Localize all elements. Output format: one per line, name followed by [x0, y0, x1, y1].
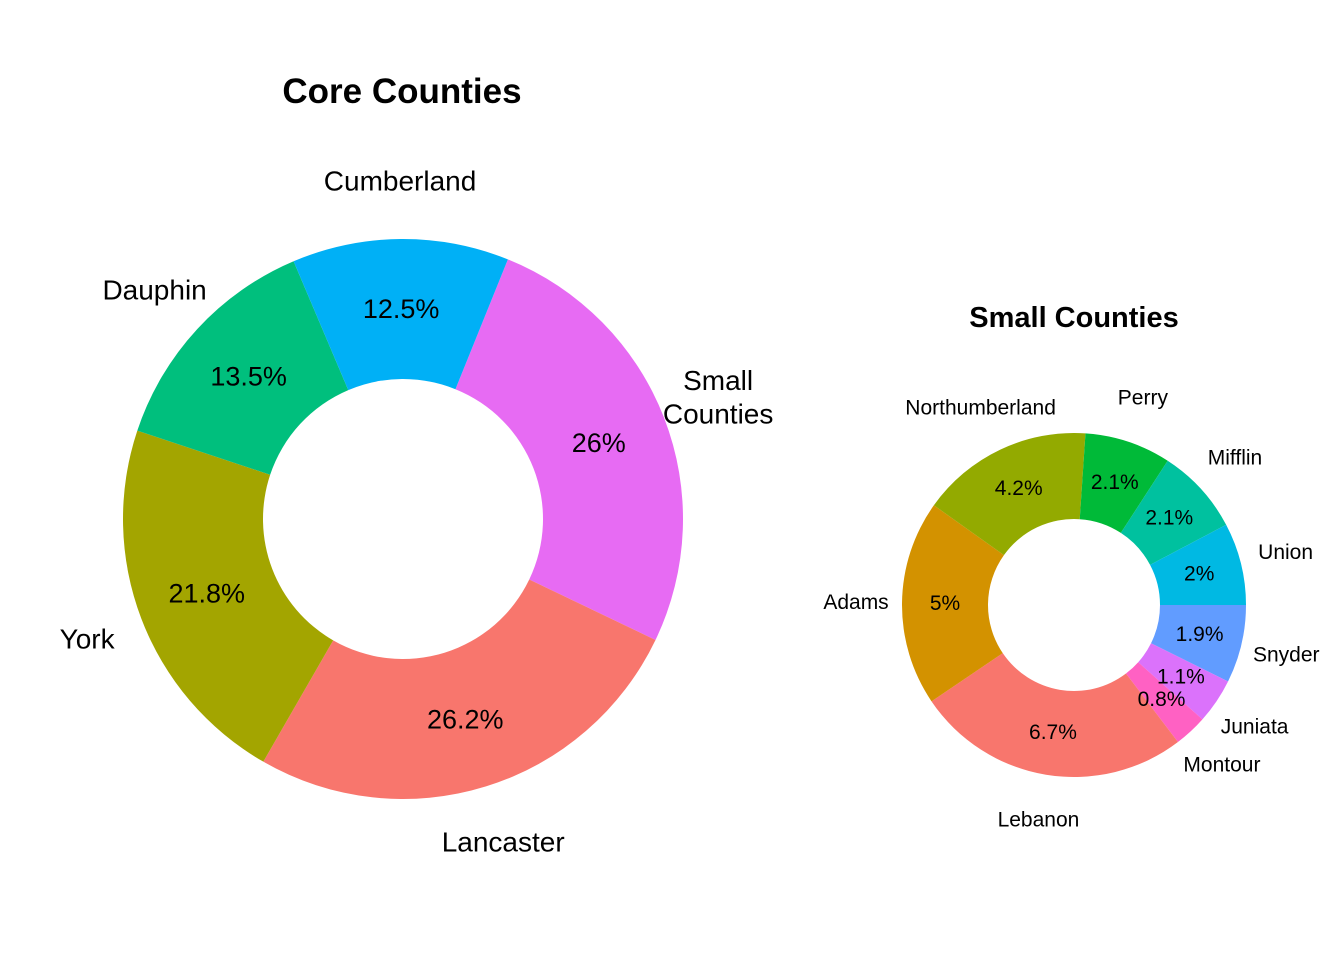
- value-label-small-counties: 26%: [572, 428, 626, 458]
- small-counties-donut-chart: Small Counties 1.9% 1.1%0.8% 6.7% 5% 4.2% 2.1…: [823, 302, 1319, 832]
- value-label-dauphin: 13.5%: [210, 362, 287, 392]
- small-slices: [902, 433, 1246, 778]
- slice-lebanon: [931, 653, 1178, 778]
- slice-cumberland: [293, 238, 508, 391]
- slice-name-mifflin: Mifflin: [1208, 447, 1262, 470]
- slice-northumberland: [933, 433, 1086, 556]
- value-label-montour: 0.8%: [1138, 688, 1186, 711]
- slice-name-perry: Perry: [1118, 387, 1169, 410]
- slice-name-adams: Adams: [823, 591, 888, 614]
- slice-name-small-counties: Small Counties: [663, 365, 774, 430]
- small-value-labels: 1.9% 1.1%0.8% 6.7% 5% 4.2% 2.1% 2.1% 2%: [930, 471, 1224, 744]
- core-value-labels: 26% 26.2% 21.8% 13.5% 12.5%: [168, 294, 625, 735]
- small-slice-names: Snyder Juniata Montour Lebanon Adams Northumb…: [823, 387, 1319, 832]
- slice-montour: [1125, 662, 1203, 743]
- value-label-york: 21.8%: [168, 579, 245, 609]
- slice-name-dauphin: Dauphin: [102, 274, 206, 305]
- value-label-juniata: 1.1%: [1157, 666, 1205, 689]
- slice-mifflin: [1120, 460, 1227, 565]
- slice-name-juniata: Juniata: [1221, 716, 1289, 739]
- value-label-cumberland: 12.5%: [363, 294, 440, 324]
- small-counties-title: Small Counties: [969, 302, 1179, 334]
- slice-snyder: [1151, 605, 1246, 682]
- slice-name-union: Union: [1258, 541, 1313, 564]
- core-counties-title: Core Counties: [282, 72, 521, 111]
- slice-juniata: [1138, 643, 1229, 720]
- slice-small-counties: [455, 259, 684, 640]
- slice-name-snyder: Snyder: [1253, 643, 1320, 666]
- core-counties-donut-chart: Core Counties 26% 26.2% 21.8% 13.5% 12.5% Sm…: [60, 72, 774, 857]
- slice-lancaster: [263, 579, 656, 799]
- slice-adams: [902, 505, 1004, 702]
- value-label-northumberland: 4.2%: [995, 477, 1043, 500]
- slice-name-lancaster: Lancaster: [442, 826, 565, 857]
- slice-union: [1150, 524, 1246, 605]
- slice-name-cumberland: Cumberland: [324, 166, 477, 197]
- slice-york: [122, 430, 334, 762]
- value-label-mifflin: 2.1%: [1145, 507, 1193, 530]
- slice-name-lebanon: Lebanon: [998, 809, 1080, 832]
- value-label-perry: 2.1%: [1091, 471, 1139, 494]
- value-label-union: 2%: [1184, 563, 1214, 586]
- slice-dauphin: [137, 261, 349, 475]
- slice-name-northumberland: Northumberland: [905, 397, 1056, 420]
- slice-name-montour: Montour: [1183, 754, 1260, 777]
- value-label-adams: 5%: [930, 592, 960, 615]
- slice-name-york: York: [60, 624, 116, 655]
- core-slice-names: Small Counties Lancaster York Dauphin Cumberl…: [60, 166, 774, 858]
- value-label-lebanon: 6.7%: [1029, 721, 1077, 744]
- core-slices: [122, 238, 684, 799]
- slice-perry: [1079, 433, 1168, 533]
- value-label-snyder: 1.9%: [1176, 623, 1224, 646]
- value-label-lancaster: 26.2%: [427, 705, 504, 735]
